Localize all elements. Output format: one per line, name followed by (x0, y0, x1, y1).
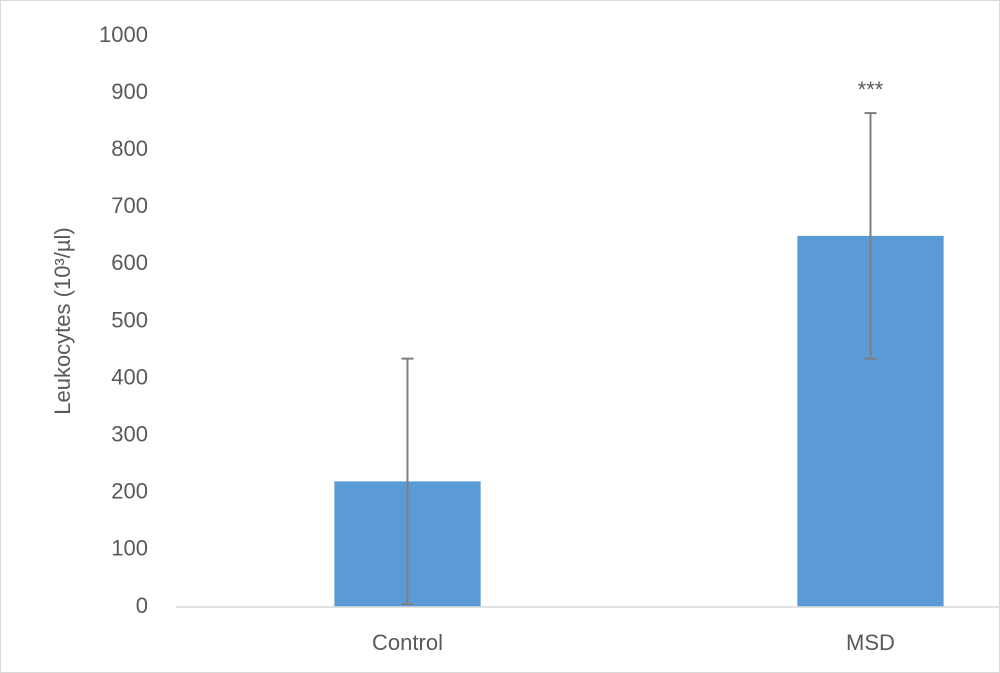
y-tick-label: 600 (111, 250, 148, 275)
x-tick-label: Control (372, 630, 443, 655)
y-axis-label: Leukocytes (10³/µl) (50, 227, 75, 415)
x-tick-label: MSD (846, 630, 895, 655)
error-bar (401, 357, 414, 606)
y-tick-label: 1000 (99, 22, 148, 47)
y-tick-label: 700 (111, 193, 148, 218)
y-tick-label: 100 (111, 536, 148, 561)
y-tick-label: 400 (111, 364, 148, 389)
y-tick-label: 800 (111, 136, 148, 161)
y-tick-label: 300 (111, 422, 148, 447)
error-bar (864, 112, 877, 360)
y-tick-label: 0 (136, 593, 148, 618)
y-tick-label: 900 (111, 79, 148, 104)
annotation: *** (858, 77, 884, 102)
y-tick-label: 200 (111, 479, 148, 504)
y-tick-label: 500 (111, 307, 148, 332)
